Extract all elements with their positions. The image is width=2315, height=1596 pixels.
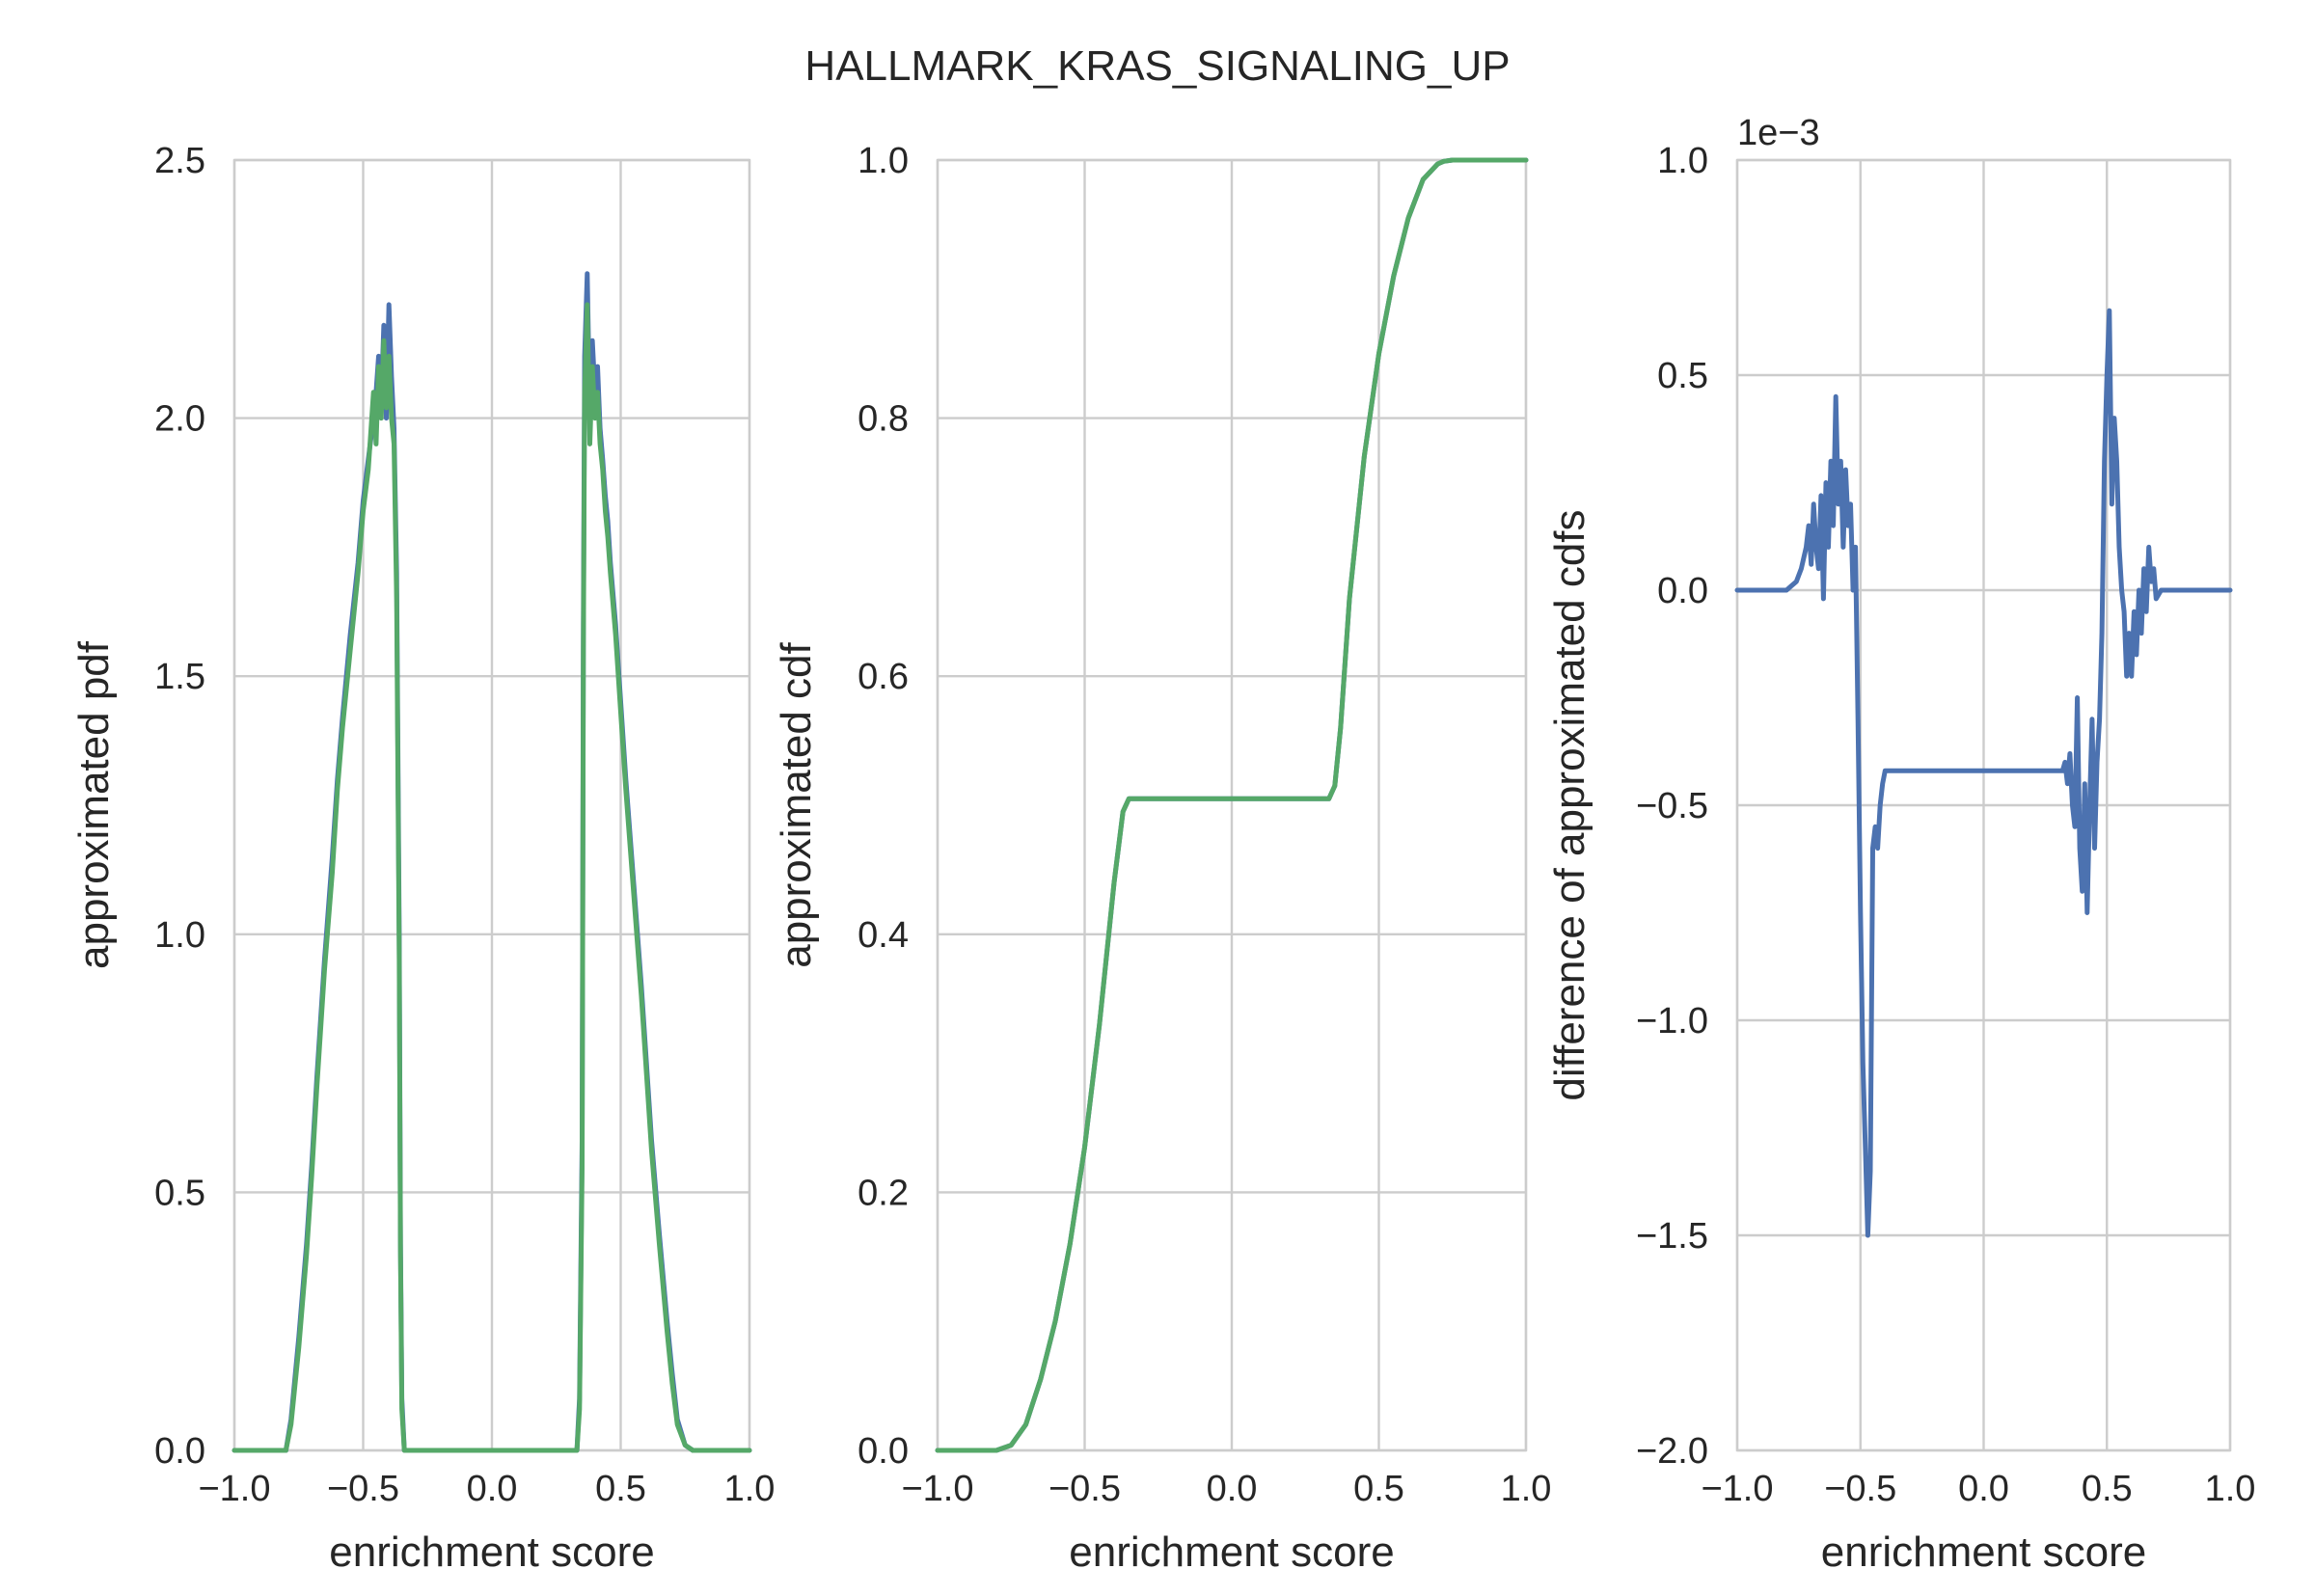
y-tick-label: −0.5 [1636, 786, 1708, 826]
x-axis-label: enrichment score [329, 1528, 654, 1576]
x-axis-label: enrichment score [1069, 1528, 1394, 1576]
y-tick-label: −2.0 [1636, 1431, 1708, 1472]
y-tick-label: 0.5 [154, 1173, 205, 1213]
x-tick-label: −0.5 [1049, 1469, 1121, 1509]
x-tick-label: 0.0 [1958, 1469, 2009, 1509]
axis-offset-label: 1e−3 [1737, 113, 1820, 153]
y-tick-label: 0.4 [858, 915, 909, 956]
x-tick-label: 1.0 [2205, 1469, 2256, 1509]
y-tick-label: 0.0 [858, 1431, 909, 1472]
y-tick-label: 2.5 [154, 141, 205, 181]
x-tick-label: −1.0 [198, 1469, 270, 1509]
x-tick-label: 0.5 [1353, 1469, 1404, 1509]
y-tick-label: 1.0 [154, 915, 205, 956]
y-tick-label: 0.0 [1657, 571, 1708, 611]
x-tick-label: −1.0 [1701, 1469, 1773, 1509]
series-line-green [935, 157, 1529, 1453]
y-tick-label: 2.0 [154, 399, 205, 440]
y-tick-label: 1.0 [858, 141, 909, 181]
series-line-blue [1734, 308, 2233, 1238]
axes-frame [1735, 158, 2232, 1452]
y-tick-label: −1.0 [1636, 1001, 1708, 1041]
x-tick-label: 0.5 [595, 1469, 646, 1509]
axes-frame [936, 158, 1528, 1452]
figure-title: HALLMARK_KRAS_SIGNALING_UP [804, 42, 1511, 90]
y-tick-label: 0.2 [858, 1173, 909, 1213]
x-tick-label: −0.5 [1824, 1469, 1896, 1509]
y-tick-label: −1.5 [1636, 1216, 1708, 1257]
y-axis-label: difference of approximated cdfs [1546, 509, 1593, 1100]
x-tick-label: 0.5 [2082, 1469, 2133, 1509]
y-axis-label: approximated cdf [773, 641, 820, 967]
x-tick-label: 1.0 [724, 1469, 776, 1509]
y-tick-label: 0.5 [1657, 356, 1708, 396]
series-line-green [232, 302, 752, 1453]
x-axis-label: enrichment score [1821, 1528, 2146, 1576]
chart-panel-2: −1.0 −0.5 0.0 0.5 1.0 0.0 0.2 0.4 0.6 0.8 1.0 enric… [773, 141, 1551, 1576]
y-axis-label: approximated pdf [70, 640, 118, 969]
x-tick-label: 1.0 [1501, 1469, 1552, 1509]
y-tick-label: 0.0 [154, 1431, 205, 1472]
y-tick-label: 1.5 [154, 657, 205, 697]
chart-panel-3: −1.0 −0.5 0.0 0.5 1.0 −2.0 −1.5 −1.0 −0.5 0.0 0.5 1… [1546, 113, 2255, 1576]
x-tick-label: 0.0 [467, 1469, 518, 1509]
x-tick-label: −1.0 [901, 1469, 973, 1509]
y-tick-label: 1.0 [1657, 141, 1708, 181]
x-tick-label: 0.0 [1207, 1469, 1258, 1509]
chart-panel-1: −1.0 −0.5 0.0 0.5 1.0 0.0 0.5 1.0 1.5 2.0 2.5 enric… [70, 141, 775, 1576]
y-tick-label: 0.6 [858, 657, 909, 697]
y-tick-label: 0.8 [858, 399, 909, 440]
x-tick-label: −0.5 [327, 1469, 399, 1509]
